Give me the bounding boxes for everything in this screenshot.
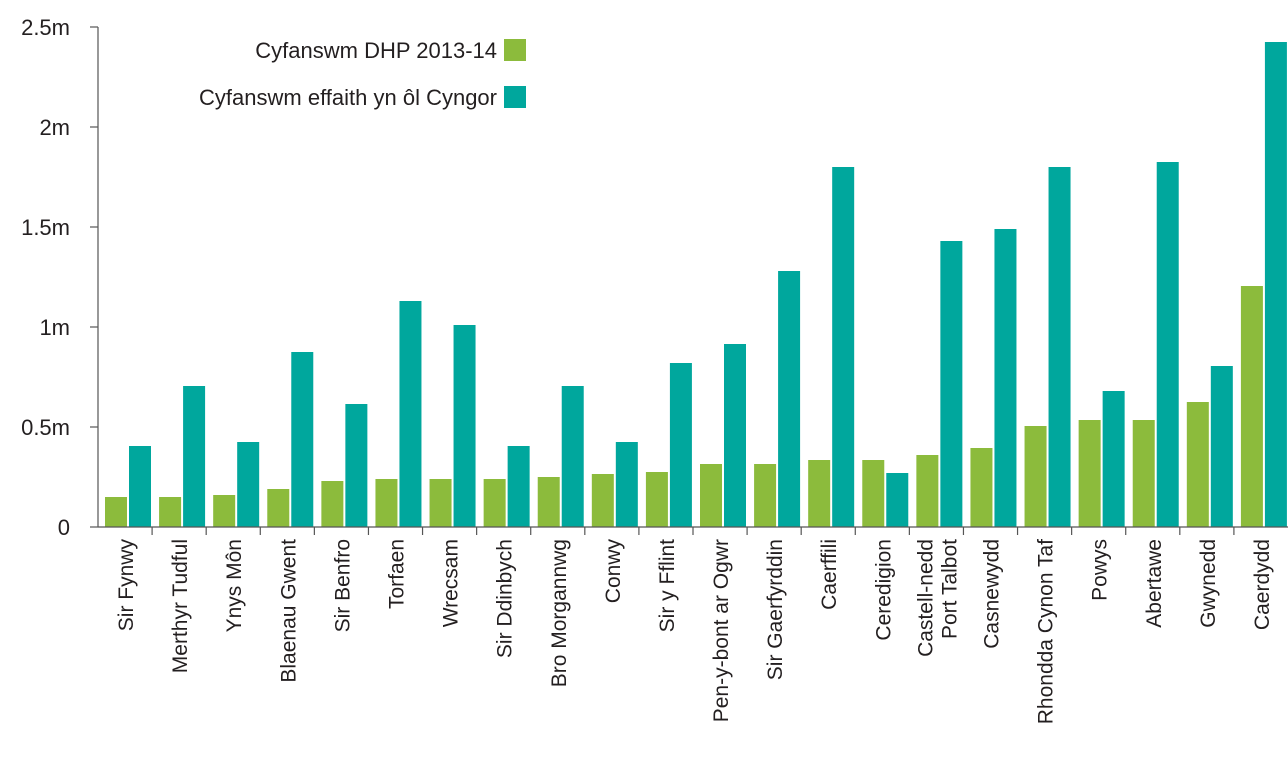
bar-effaith-10: [669, 363, 692, 527]
y-tick-label: 1.5m: [21, 215, 70, 240]
bar-dhp-9: [591, 474, 614, 527]
bar-dhp-6: [429, 479, 452, 527]
bar-dhp-19: [1132, 420, 1155, 527]
y-tick-label: 1m: [39, 315, 70, 340]
x-category-label: Wrecsam: [440, 539, 463, 627]
x-category-label: Abertawe: [1143, 539, 1166, 628]
bar-dhp-18: [1078, 420, 1101, 527]
legend-label: Cyfanswm DHP 2013-14: [255, 38, 497, 63]
x-category-label: Gwynedd: [1197, 539, 1220, 628]
bar-effaith-17: [1048, 167, 1071, 527]
bar-dhp-5: [375, 479, 398, 527]
bar-effaith-3: [291, 352, 314, 527]
bar-effaith-6: [453, 325, 476, 527]
x-category-label: Ynys Môn: [223, 539, 246, 632]
y-tick-label: 0: [58, 515, 70, 540]
x-category-label: Bro Morgannwg: [548, 539, 571, 687]
x-category-label: Sir Fynwy: [115, 539, 138, 632]
y-tick-label: 2m: [39, 115, 70, 140]
bar-effaith-7: [507, 446, 530, 527]
x-category-label: Pen-y-bont ar Ogwr: [710, 539, 733, 722]
x-category-label: Caerffili: [818, 539, 841, 610]
bar-dhp-14: [862, 460, 885, 527]
x-category-label: Merthyr Tudful: [169, 539, 192, 673]
bar-dhp-8: [537, 477, 560, 527]
bar-dhp-12: [754, 464, 777, 527]
x-category-label: Sir Gaerfyrddin: [764, 539, 787, 680]
y-axis: 0 0.5m 1m 1.5m 2m 2.5m: [21, 15, 99, 540]
bar-dhp-13: [808, 460, 831, 527]
x-category-label: Casnewydd: [981, 539, 1004, 649]
bar-effaith-0: [129, 446, 151, 527]
y-tick-label: 0.5m: [21, 415, 70, 440]
bar-effaith-11: [724, 344, 746, 527]
bar-dhp-11: [700, 464, 722, 527]
x-category-label: Ceredigion: [872, 539, 895, 641]
x-category-label: Port Talbot: [938, 539, 961, 639]
bar-dhp-16: [970, 448, 993, 527]
x-axis: Sir Fynwy Merthyr Tudful Ynys Môn Blaenau G…: [98, 526, 1288, 724]
x-category-label: Rhondda Cynon Taf: [1035, 539, 1058, 724]
legend-swatch: [504, 39, 526, 61]
x-category-label: Caerdydd: [1251, 539, 1274, 630]
x-category-label: Torfaen: [386, 539, 409, 609]
bar-dhp-7: [483, 479, 506, 527]
bar-effaith-21: [1264, 42, 1287, 527]
x-category-label: Conwy: [602, 539, 625, 604]
legend-label: Cyfanswm effaith yn ôl Cyngor: [199, 85, 497, 110]
x-category-label: Sir Ddinbych: [494, 539, 517, 658]
bar-effaith-2: [237, 442, 260, 527]
x-category-label: Sir Benfro: [331, 539, 354, 632]
bar-effaith-16: [994, 229, 1017, 527]
bar-effaith-13: [832, 167, 855, 527]
bar-dhp-20: [1186, 402, 1209, 527]
bar-dhp-1: [159, 497, 182, 527]
bar-effaith-18: [1102, 391, 1125, 527]
bar-dhp-21: [1240, 286, 1263, 527]
x-category-label: Powys: [1089, 539, 1112, 601]
bar-effaith-20: [1210, 366, 1233, 527]
legend-swatch: [504, 86, 526, 108]
bar-dhp-4: [321, 481, 344, 527]
x-category-label: Blaenau Gwent: [277, 539, 300, 683]
bar-effaith-14: [886, 473, 909, 527]
bar-effaith-8: [561, 386, 584, 527]
bar-effaith-12: [778, 271, 801, 527]
bars: [105, 42, 1287, 527]
legend: Cyfanswm DHP 2013-14 Cyfanswm effaith yn …: [199, 38, 526, 110]
x-category-label: Sir y Fflint: [656, 539, 679, 633]
bar-effaith-19: [1156, 162, 1179, 527]
bar-dhp-10: [645, 472, 668, 527]
bar-effaith-5: [399, 301, 422, 527]
bar-dhp-17: [1024, 426, 1047, 527]
bar-effaith-1: [183, 386, 206, 527]
bar-dhp-0: [105, 497, 127, 527]
bar-effaith-15: [940, 241, 963, 527]
bar-effaith-4: [345, 404, 368, 527]
x-category-label: Castell-nedd: [914, 539, 937, 657]
bar-dhp-3: [267, 489, 290, 527]
y-tick-label: 2.5m: [21, 15, 70, 40]
bar-dhp-15: [916, 455, 939, 527]
bar-dhp-2: [213, 495, 236, 527]
bar-effaith-9: [615, 442, 638, 527]
